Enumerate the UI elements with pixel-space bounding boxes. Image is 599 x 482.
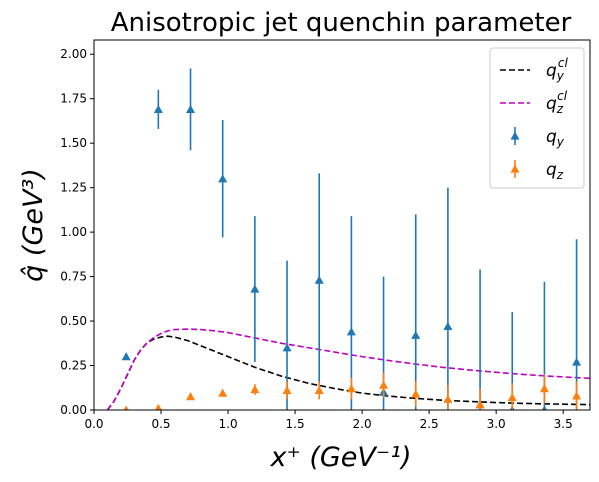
legend-label: qycl: [546, 56, 569, 83]
data-point: [186, 104, 196, 113]
y-tick-label: 2.00: [60, 47, 87, 61]
data-point: [443, 394, 453, 403]
data-point: [379, 380, 389, 389]
data-point: [539, 384, 549, 393]
series-line: [106, 335, 590, 410]
legend-swatch: [510, 164, 520, 173]
x-axis-label: x⁺ (GeV⁻¹): [270, 442, 412, 473]
data-point: [250, 385, 260, 394]
series-line: [106, 328, 590, 410]
x-tick-label: 3.0: [487, 417, 506, 431]
y-tick-label: 0.75: [60, 270, 87, 284]
y-tick-label: 1.50: [60, 136, 87, 150]
data-point: [123, 405, 129, 410]
data-point: [154, 403, 162, 410]
x-tick-label: 2.0: [353, 417, 372, 431]
x-axis: 0.0 0.5 1.0 1.5 2.0 2.5 3.0 3.5: [84, 410, 573, 431]
data-point: [572, 357, 582, 366]
data-point: [411, 330, 421, 339]
y-tick-label: 0.50: [60, 314, 87, 328]
y-tick-label: 0.25: [60, 359, 87, 373]
x-tick-label: 0.0: [84, 417, 103, 431]
data-point: [153, 104, 163, 113]
data-point: [411, 389, 421, 398]
data-point: [314, 275, 324, 284]
data-point: [346, 384, 356, 393]
legend-item: qzcl: [500, 89, 568, 116]
y-tick-label: 1.25: [60, 181, 87, 195]
legend-swatch: [510, 131, 520, 140]
x-tick-label: 0.5: [151, 417, 170, 431]
legend: qycl qzcl qy qz: [489, 47, 585, 189]
legend-label: qy: [546, 127, 565, 149]
x-tick-label: 2.5: [420, 417, 439, 431]
data-point: [572, 391, 582, 400]
data-point: [314, 385, 324, 395]
data-point: [443, 321, 453, 330]
y-tick-label: 1.00: [60, 225, 87, 239]
data-point: [507, 393, 517, 402]
legend-frame: [489, 47, 585, 189]
x-tick-label: 3.5: [554, 417, 573, 431]
series-q-z-cl: [106, 328, 590, 410]
legend-item: qycl: [500, 56, 569, 83]
legend-label: qz: [546, 160, 564, 182]
data-point: [218, 388, 228, 397]
legend-item: qy: [510, 127, 565, 149]
data-point: [250, 284, 260, 293]
x-tick-label: 1.5: [286, 417, 305, 431]
data-point: [121, 352, 131, 361]
series-q-z: [123, 372, 582, 410]
data-point: [346, 327, 356, 336]
data-point: [541, 405, 547, 410]
y-tick-label: 0.00: [60, 403, 87, 417]
y-axis: 0.00 0.25 0.50 0.75 1.00 1.25 1.50 1.75 2.00: [60, 47, 94, 417]
y-axis-label: q̂ (GeV³): [18, 168, 49, 282]
y-tick-label: 1.75: [60, 92, 87, 106]
data-point: [282, 343, 292, 352]
chart-title: Anisotropic jet quenchin parameter: [111, 8, 572, 38]
legend-item: qz: [510, 160, 564, 182]
data-point: [218, 174, 228, 183]
legend-label: qzcl: [546, 89, 568, 116]
data-point: [282, 385, 292, 395]
data-point: [186, 392, 196, 401]
data-point: [475, 400, 485, 409]
series-q-y-cl: [106, 335, 590, 410]
x-tick-label: 1.0: [219, 417, 238, 431]
plot-frame: [93, 39, 591, 411]
